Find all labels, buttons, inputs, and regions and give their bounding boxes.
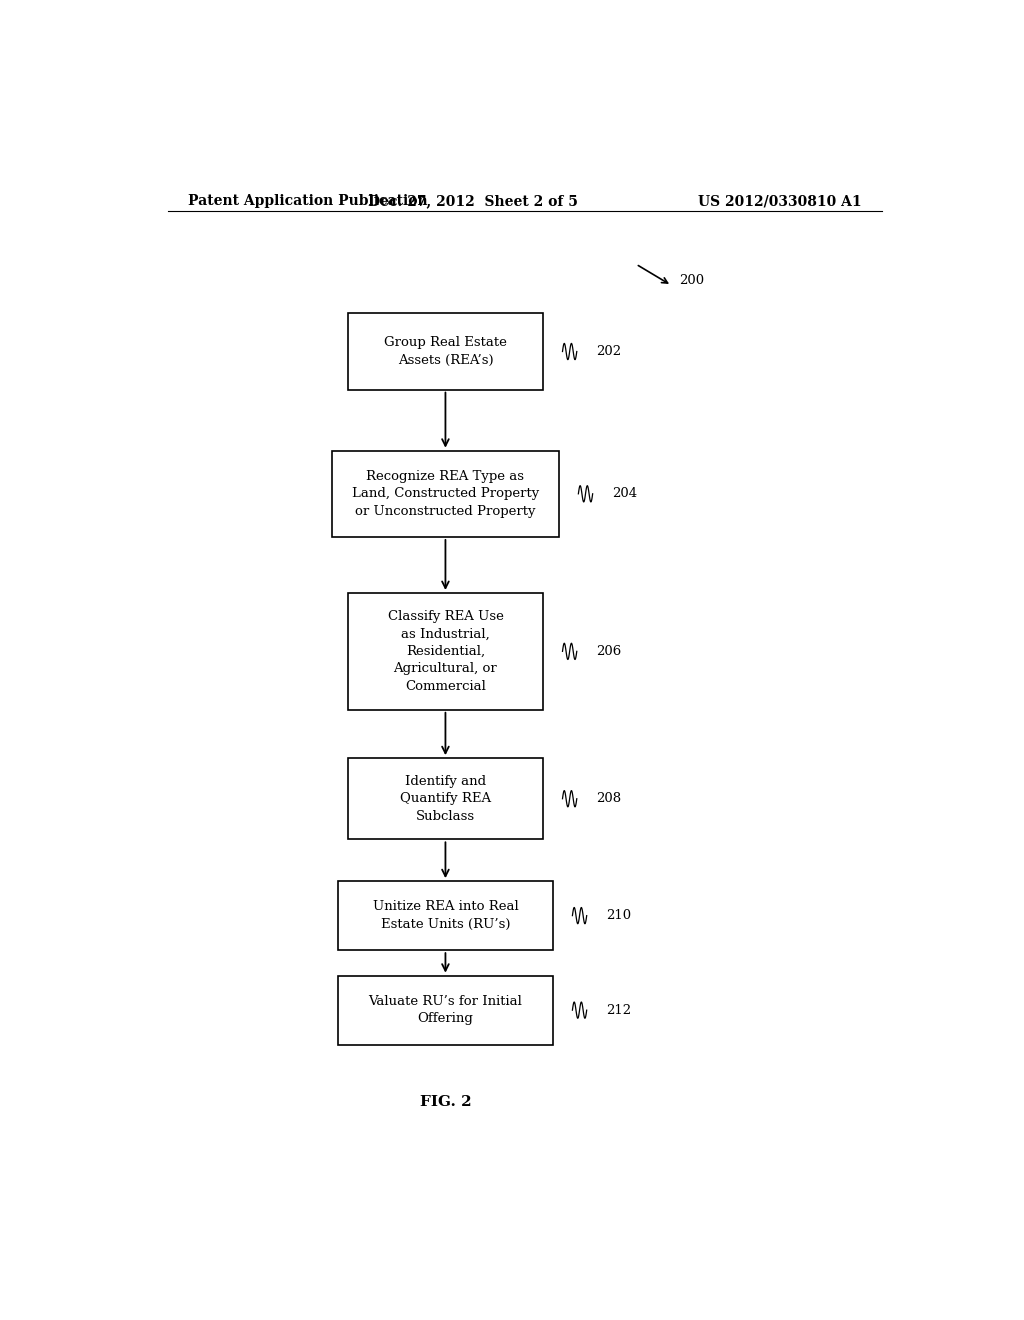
Text: Dec. 27, 2012  Sheet 2 of 5: Dec. 27, 2012 Sheet 2 of 5 xyxy=(369,194,579,209)
Text: 208: 208 xyxy=(597,792,622,805)
Text: Classify REA Use
as Industrial,
Residential,
Agricultural, or
Commercial: Classify REA Use as Industrial, Resident… xyxy=(387,610,504,693)
Bar xyxy=(348,758,543,840)
Text: Recognize REA Type as
Land, Constructed Property
or Unconstructed Property: Recognize REA Type as Land, Constructed … xyxy=(352,470,539,517)
Text: FIG. 2: FIG. 2 xyxy=(420,1094,471,1109)
Text: Unitize REA into Real
Estate Units (RU’s): Unitize REA into Real Estate Units (RU’s… xyxy=(373,900,518,931)
Text: 200: 200 xyxy=(680,273,705,286)
Text: US 2012/0330810 A1: US 2012/0330810 A1 xyxy=(698,194,862,209)
Text: 202: 202 xyxy=(597,345,622,358)
Text: 210: 210 xyxy=(606,909,632,923)
Bar xyxy=(348,313,543,389)
Text: Group Real Estate
Assets (REA’s): Group Real Estate Assets (REA’s) xyxy=(384,337,507,367)
Bar xyxy=(333,450,558,537)
Text: Identify and
Quantify REA
Subclass: Identify and Quantify REA Subclass xyxy=(400,775,490,822)
Text: 204: 204 xyxy=(612,487,638,500)
Bar xyxy=(348,593,543,710)
Text: 206: 206 xyxy=(597,645,622,657)
Text: Patent Application Publication: Patent Application Publication xyxy=(187,194,427,209)
Bar xyxy=(338,880,553,950)
Text: 212: 212 xyxy=(606,1003,632,1016)
Bar xyxy=(338,975,553,1044)
Text: Valuate RU’s for Initial
Offering: Valuate RU’s for Initial Offering xyxy=(369,995,522,1026)
